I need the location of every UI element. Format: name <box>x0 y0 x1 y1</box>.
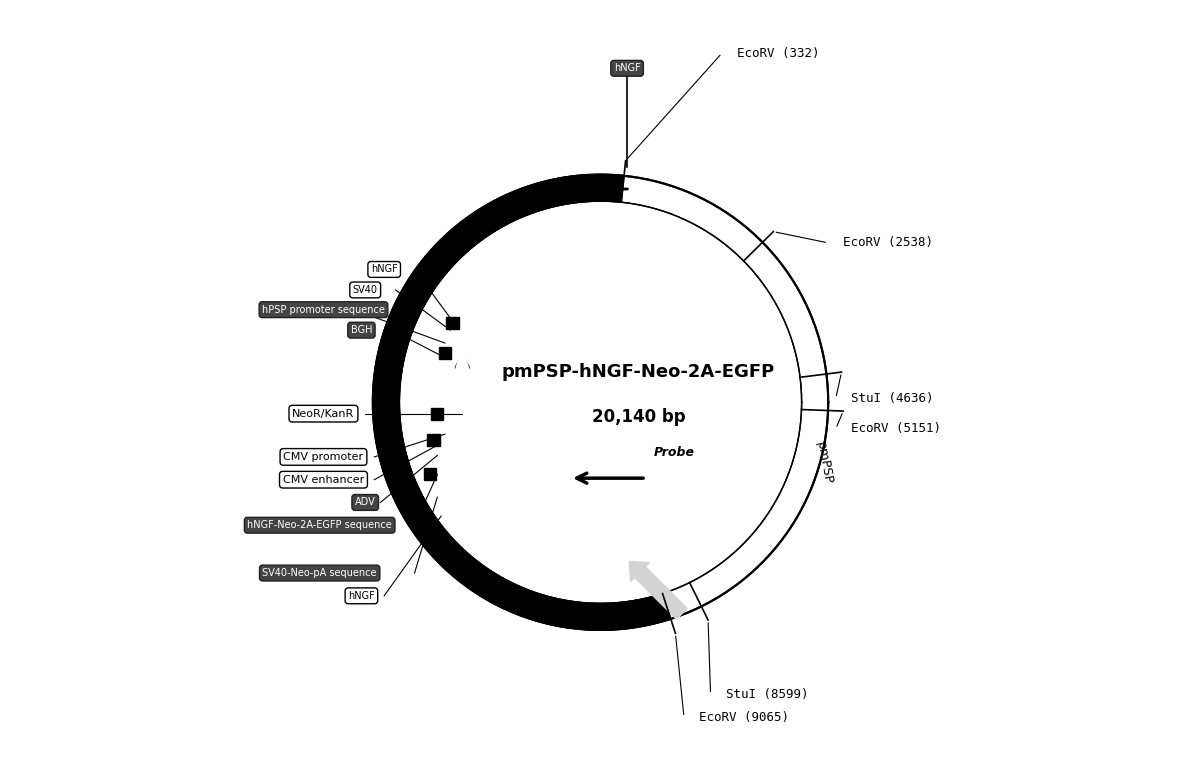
Text: 20,140 bp: 20,140 bp <box>592 408 686 427</box>
Text: StuI (8599): StuI (8599) <box>725 688 808 701</box>
Text: EcoRV (2538): EcoRV (2538) <box>843 236 933 250</box>
Bar <box>428 434 440 446</box>
Text: SV40: SV40 <box>353 285 377 295</box>
FancyArrow shape <box>629 562 687 619</box>
Text: pmPSP: pmPSP <box>814 441 835 485</box>
Text: pmPSP-hNGF-Neo-2A-EGFP: pmPSP-hNGF-Neo-2A-EGFP <box>502 363 775 381</box>
Text: EcoRV (9065): EcoRV (9065) <box>699 710 789 724</box>
Text: ADV: ADV <box>354 497 376 508</box>
Text: CMV promoter: CMV promoter <box>283 452 364 462</box>
Text: SV40-Neo-pA sequence: SV40-Neo-pA sequence <box>263 568 377 578</box>
Polygon shape <box>372 175 670 630</box>
Text: hNGF-Neo-2A-EGFP sequence: hNGF-Neo-2A-EGFP sequence <box>247 520 392 531</box>
Bar <box>438 347 452 359</box>
Text: hNGF: hNGF <box>371 264 398 275</box>
Text: StuI (4636): StuI (4636) <box>852 392 933 405</box>
Text: EcoRV (5151): EcoRV (5151) <box>852 422 940 436</box>
Text: CMV enhancer: CMV enhancer <box>283 474 364 485</box>
Text: EcoRV (332): EcoRV (332) <box>737 46 819 60</box>
Bar <box>431 408 443 420</box>
FancyArrow shape <box>453 349 472 486</box>
Text: hNGF: hNGF <box>614 63 640 74</box>
Text: NeoR/KanR: NeoR/KanR <box>292 408 354 419</box>
Text: hNGF: hNGF <box>348 591 375 601</box>
Bar <box>424 468 436 480</box>
Text: Probe: Probe <box>653 446 694 459</box>
Text: hPSP promoter sequence: hPSP promoter sequence <box>262 304 384 315</box>
Text: BGH: BGH <box>351 325 372 335</box>
Bar <box>447 317 459 329</box>
